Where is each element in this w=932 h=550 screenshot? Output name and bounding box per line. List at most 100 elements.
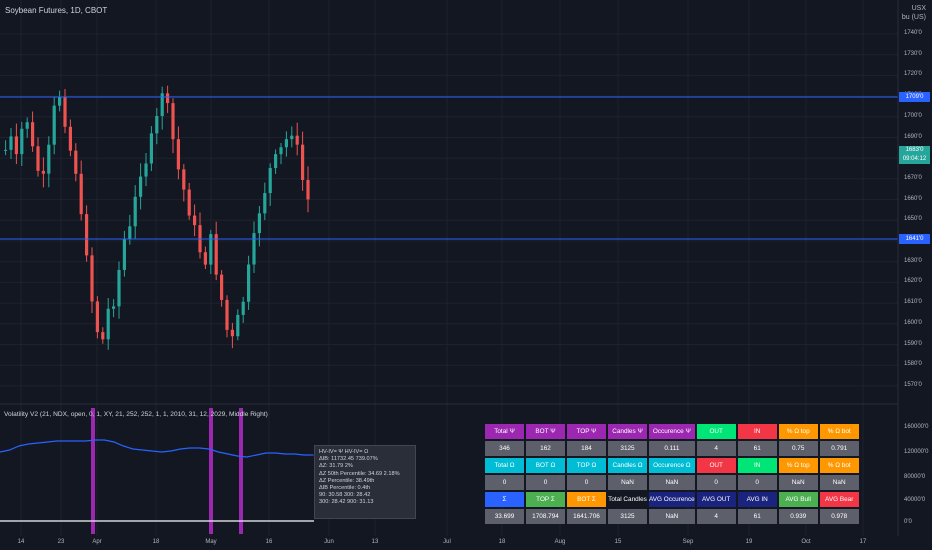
volatility-tooltip: HV-IV= Ψ HV-IV= Ω ΔIB: 11732.45 739.07% …	[314, 445, 416, 519]
price-tick-label: 1610'0	[904, 299, 922, 306]
table-cell: Total Ψ	[485, 424, 524, 439]
time-tick-label: Jul	[443, 539, 451, 545]
table-row: 33.699 1708.794 1641.706 3125 NaN 4 61 0…	[485, 509, 859, 524]
signal-bar-3	[239, 408, 243, 534]
candle-body	[31, 122, 35, 147]
price-tick-label: 1670'0	[904, 174, 922, 181]
price-tick-label: 1700'0	[904, 112, 922, 119]
table-cell: AVG Occurence	[649, 492, 695, 507]
indicator-tick-label: 80000'0	[904, 474, 926, 480]
time-tick-label: 13	[371, 539, 379, 545]
candle-body	[52, 105, 56, 145]
table-cell: 0.75	[778, 441, 818, 456]
lower-line-price-badge: 1641'0	[899, 234, 930, 244]
table-cell: 0	[485, 475, 524, 490]
candle-body	[4, 149, 8, 151]
price-tick-label: 1580'0	[904, 361, 922, 368]
table-cell: Total Ω	[485, 458, 524, 473]
candle-body	[106, 308, 110, 340]
time-tick-label: 17	[859, 539, 867, 545]
symbol-title[interactable]: Soybean Futures, 1D, CBOT	[5, 6, 108, 15]
candle-body	[247, 264, 251, 302]
candle-body	[68, 126, 72, 151]
candle-body	[128, 226, 132, 240]
table-cell: 184	[567, 441, 606, 456]
table-cell: NaN	[608, 475, 647, 490]
table-cell: Σ	[485, 492, 524, 507]
candle-body	[220, 274, 224, 300]
candle-body	[301, 144, 305, 180]
table-cell: OUT	[696, 458, 736, 473]
candle-body	[36, 146, 40, 171]
indicator-tick-label: 0'0	[904, 519, 912, 525]
price-tick-label: 1570'0	[904, 381, 922, 388]
tooltip-line: 300: 28.42 900: 31.13	[319, 499, 374, 506]
indicator-title[interactable]: Volatility V2 (21, NDX, open, 0, 1, XY, …	[4, 411, 268, 418]
candle-body	[187, 189, 191, 216]
tooltip-line: ΔZ Percentile: 38.49th	[319, 477, 375, 484]
candle-body	[295, 135, 299, 145]
table-cell: Candles Ω	[608, 458, 647, 473]
price-tick-label: 1620'0	[904, 278, 922, 285]
candle-body	[63, 97, 67, 127]
upper-line-price-badge: 1709'0	[899, 92, 930, 102]
table-cell: AVG Bear	[819, 492, 859, 507]
time-tick-label: 19	[745, 539, 753, 545]
tooltip-line: ΔIB: 11732.45 739.07%	[319, 456, 378, 463]
time-tick-label: 15	[614, 539, 622, 545]
table-cell: Occurence Ψ	[649, 424, 695, 439]
candle-body	[274, 154, 278, 169]
table-cell: 4	[696, 441, 736, 456]
time-tick-label: Jun	[324, 539, 334, 545]
candle-body	[203, 252, 207, 265]
candle-body	[257, 213, 261, 234]
candle-body	[290, 135, 294, 140]
candle-body	[176, 139, 180, 170]
table-cell: 3125	[608, 441, 647, 456]
table-cell: BOT Ψ	[526, 424, 565, 439]
table-cell: Total Candles	[608, 492, 647, 507]
candle-body	[101, 332, 105, 340]
candle-body	[230, 329, 234, 337]
candle-body	[214, 234, 218, 275]
price-tick-label: 1650'0	[904, 216, 922, 223]
table-cell: % Ω top	[778, 458, 818, 473]
table-cell: % Ω bot	[819, 458, 859, 473]
table-cell: TOP Ω	[567, 458, 606, 473]
candle-body	[9, 136, 13, 150]
tooltip-line: ΔIB Percentile: 0.4th	[319, 485, 370, 492]
table-cell: NaN	[649, 509, 695, 524]
candle-body	[25, 122, 29, 129]
price-tick-label: 1740'0	[904, 30, 922, 36]
candle-body	[225, 299, 229, 330]
table-cell: AVG IN	[737, 492, 777, 507]
time-tick-label: Aug	[554, 539, 566, 545]
table-cell: 0.939	[778, 509, 818, 524]
indicator-tick-label: 40000'0	[904, 497, 926, 503]
table-cell: 0	[696, 475, 736, 490]
time-tick-label: 16	[265, 539, 273, 545]
candle-body	[279, 147, 283, 155]
candle-body	[149, 133, 153, 164]
table-row: Σ TOP Σ BOT Σ Total Candles AVG Occurenc…	[485, 492, 859, 507]
tooltip-line: HV-IV= Ψ HV-IV= Ω	[319, 449, 369, 455]
price-tick-label: 1730'0	[904, 50, 922, 57]
currency-unit: USX	[911, 5, 926, 12]
candle-body	[306, 179, 310, 200]
candle-body	[112, 306, 116, 309]
table-cell: 346	[485, 441, 524, 456]
indicator-tick-label: 160000'0	[904, 424, 929, 430]
price-tick-label: 1600'0	[904, 319, 922, 326]
table-cell: AVG OUT	[696, 492, 736, 507]
time-tick-label: Apr	[92, 539, 102, 545]
tooltip-line: ΔZ 50th Percentile: 34.69 2.18%	[319, 470, 400, 477]
candle-body	[139, 176, 143, 197]
table-cell: 3125	[608, 509, 647, 524]
candle-body	[263, 193, 267, 214]
table-cell: % Ω bot	[819, 424, 859, 439]
signal-bar-2	[209, 408, 213, 534]
candle-body	[193, 215, 197, 226]
time-tick-label: 18	[152, 539, 160, 545]
table-cell: 61	[737, 509, 777, 524]
